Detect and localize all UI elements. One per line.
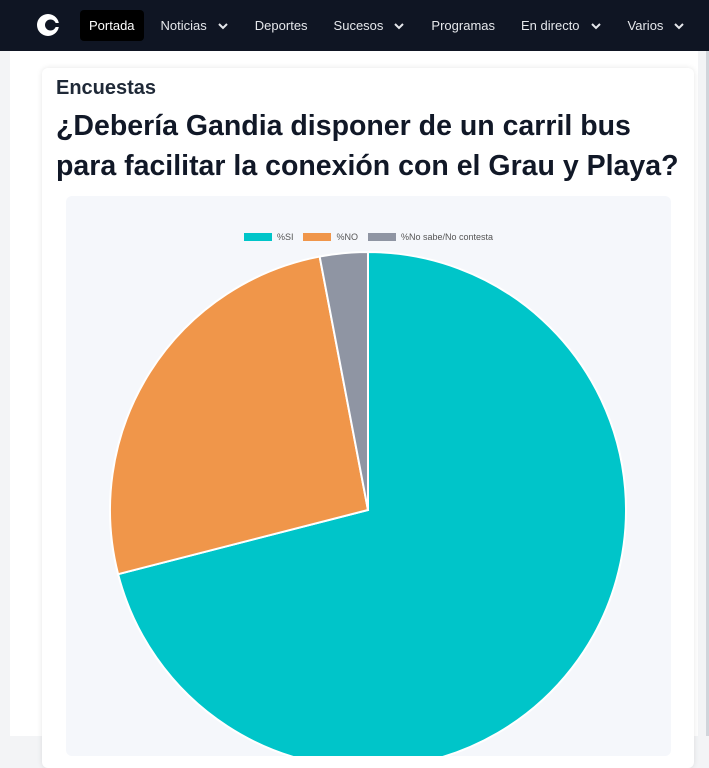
- legend-label: %NO: [336, 232, 358, 242]
- chevron-down-icon[interactable]: [590, 20, 602, 32]
- legend-label: %SI: [276, 232, 294, 242]
- chart-legend: %SI %NO %No sabe/No contesta: [66, 232, 671, 242]
- pie-slice[interactable]: [109, 255, 370, 576]
- legend-swatch: [303, 233, 332, 241]
- pie-slice[interactable]: [116, 250, 627, 756]
- nav-item-label: Portada: [89, 18, 135, 33]
- nav-item-noticias[interactable]: Noticias: [152, 10, 238, 41]
- poll-chart: %SI %NO %No sabe/No contesta: [66, 196, 671, 756]
- nav-item-varios[interactable]: Varios: [619, 10, 695, 41]
- chevron-down-icon[interactable]: [673, 20, 685, 32]
- nav-item-programas[interactable]: Programas: [422, 10, 504, 41]
- section-label: Encuestas: [56, 77, 157, 99]
- legend-entry[interactable]: %No sabe/No contesta: [367, 232, 494, 242]
- c-logo-icon[interactable]: [36, 13, 60, 37]
- nav-item-label: Noticias: [160, 18, 207, 33]
- legend-entry[interactable]: %NO: [303, 232, 358, 242]
- legend-swatch: [243, 233, 272, 241]
- nav-item-label: Deportes: [254, 18, 308, 33]
- nav-item-label: En directo: [521, 18, 580, 33]
- poll-title: ¿Debería Gandia disponer de un carril bu…: [56, 110, 679, 182]
- legend-label: %No sabe/No contesta: [400, 232, 494, 242]
- nav-item-portada[interactable]: Portada: [80, 10, 144, 41]
- pie-slice[interactable]: [318, 250, 369, 511]
- nav-item-deportes[interactable]: Deportes: [246, 10, 317, 41]
- top-navbar: Portada Noticias Deportes Sucesos Programas E…: [0, 0, 709, 51]
- nav-item-sucesos[interactable]: Sucesos: [325, 10, 415, 41]
- nav-item-en-directo[interactable]: En directo: [512, 10, 611, 41]
- nav-item-label: Varios: [627, 18, 664, 33]
- pie-chart: [109, 250, 627, 756]
- legend-entry[interactable]: %SI: [243, 232, 294, 242]
- chevron-down-icon[interactable]: [393, 20, 405, 32]
- nav-menu: Portada Noticias Deportes Sucesos Programas E…: [80, 10, 702, 41]
- legend-swatch: [367, 233, 396, 241]
- nav-item-label: Programas: [431, 18, 495, 33]
- chevron-down-icon[interactable]: [217, 20, 229, 32]
- scrollbar[interactable]: [706, 51, 709, 736]
- nav-item-label: Sucesos: [333, 18, 384, 33]
